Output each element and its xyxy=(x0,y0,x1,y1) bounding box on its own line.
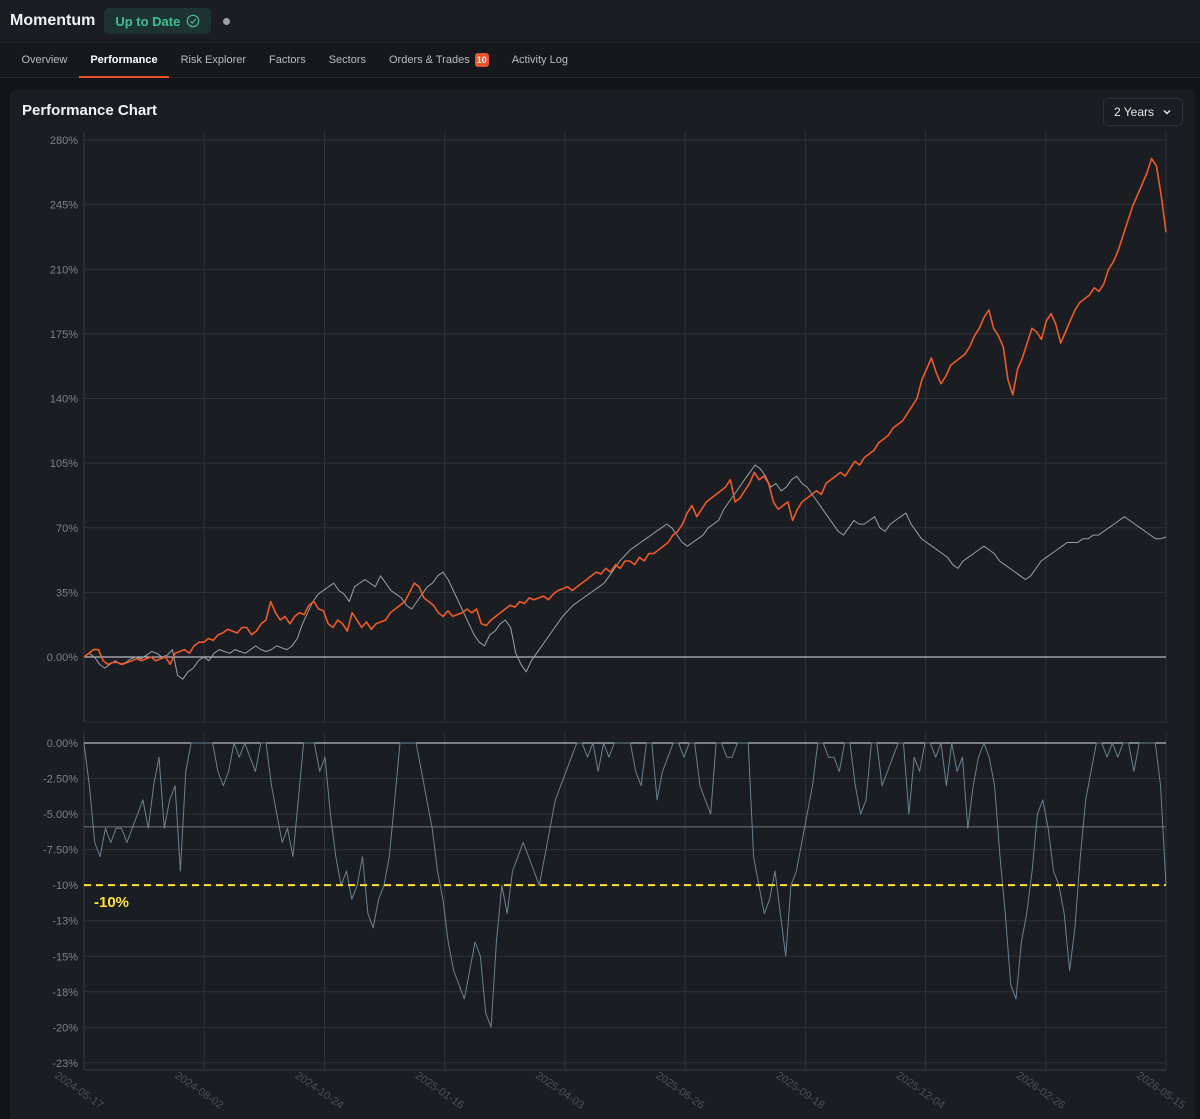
y-tick-label: 175% xyxy=(50,329,78,341)
chevron-down-icon xyxy=(1163,109,1171,115)
check-circle-icon xyxy=(187,14,200,28)
drawdown-y-tick-label: -20% xyxy=(52,1022,78,1034)
benchmark-series-line xyxy=(83,464,1167,680)
tab-activity-log[interactable]: Activity Log xyxy=(500,43,579,77)
tab-risk-explorer[interactable]: Risk Explorer xyxy=(169,43,257,77)
drawdown-y-tick-label: -10% xyxy=(52,880,78,892)
y-tick-label: 105% xyxy=(50,458,78,470)
connection-dot-icon xyxy=(223,17,231,25)
x-tick-label: 2024-10-24 xyxy=(293,1070,346,1112)
drawdown-y-tick-label: -13% xyxy=(52,916,78,928)
y-tick-label: 70% xyxy=(56,523,78,535)
x-tick-label: 2025-12-04 xyxy=(894,1070,947,1112)
tab-label: Sectors xyxy=(328,54,366,66)
panel-title: Performance Chart xyxy=(22,102,158,119)
y-tick-label: 140% xyxy=(50,394,78,406)
top-bar: Momentum Up to Date xyxy=(0,0,1200,43)
y-tick-label: 0.00% xyxy=(47,652,78,664)
strategy-series-line xyxy=(83,157,1167,666)
drawdown-y-tick-label: -2.50% xyxy=(43,774,78,786)
tab-label: Activity Log xyxy=(511,54,568,66)
drawdown-y-tick-label: -23% xyxy=(52,1058,78,1070)
y-tick-label: 210% xyxy=(50,264,78,276)
orders-count-badge: 10 xyxy=(474,53,489,67)
x-tick-label: 2025-06-26 xyxy=(653,1070,706,1112)
drawdown-series-line xyxy=(83,742,1167,1028)
x-tick-label: 2025-09-18 xyxy=(774,1070,827,1112)
tab-sectors[interactable]: Sectors xyxy=(317,43,377,77)
tab-orders-trades[interactable]: Orders & Trades 10 xyxy=(378,43,501,77)
tab-label: Risk Explorer xyxy=(180,54,247,66)
app-title: Momentum xyxy=(10,12,96,29)
x-tick-label: 2026-05-15 xyxy=(1134,1070,1187,1112)
drawdown-y-tick-label: 0.00% xyxy=(47,738,78,750)
range-value: 2 Years xyxy=(1113,105,1154,119)
threshold-label: -10% xyxy=(94,894,129,911)
x-tick-label: 2025-04-03 xyxy=(533,1070,586,1112)
tab-factors[interactable]: Factors xyxy=(258,43,318,77)
y-tick-label: 280% xyxy=(50,135,78,147)
y-tick-label: 245% xyxy=(50,200,78,212)
tab-label: Performance xyxy=(90,54,158,66)
x-tick-label: 2026-02-26 xyxy=(1014,1070,1067,1112)
y-tick-label: 35% xyxy=(56,587,78,599)
x-tick-label: 2025-01-16 xyxy=(413,1070,466,1112)
tab-performance[interactable]: Performance xyxy=(78,43,170,78)
drawdown-y-tick-label: -15% xyxy=(52,951,78,963)
tab-label: Factors xyxy=(269,54,306,66)
range-select[interactable]: 2 Years xyxy=(1102,98,1183,126)
drawdown-y-tick-label: -7.50% xyxy=(43,845,78,857)
x-tick-label: 2024-08-02 xyxy=(173,1070,226,1112)
tab-bar: Overview Performance Risk Explorer Facto… xyxy=(0,43,1200,78)
tab-label: Overview xyxy=(21,54,68,66)
x-tick-label: 2024-05-17 xyxy=(52,1070,105,1112)
tab-overview[interactable]: Overview xyxy=(10,43,79,77)
drawdown-y-tick-label: -5.00% xyxy=(43,809,78,821)
status-badge: Up to Date xyxy=(104,8,212,34)
status-label: Up to Date xyxy=(115,13,181,29)
drawdown-y-tick-label: -18% xyxy=(52,987,78,999)
performance-panel: Performance Chart 2 Years xyxy=(10,90,1195,1119)
tab-label: Orders & Trades xyxy=(389,54,470,66)
